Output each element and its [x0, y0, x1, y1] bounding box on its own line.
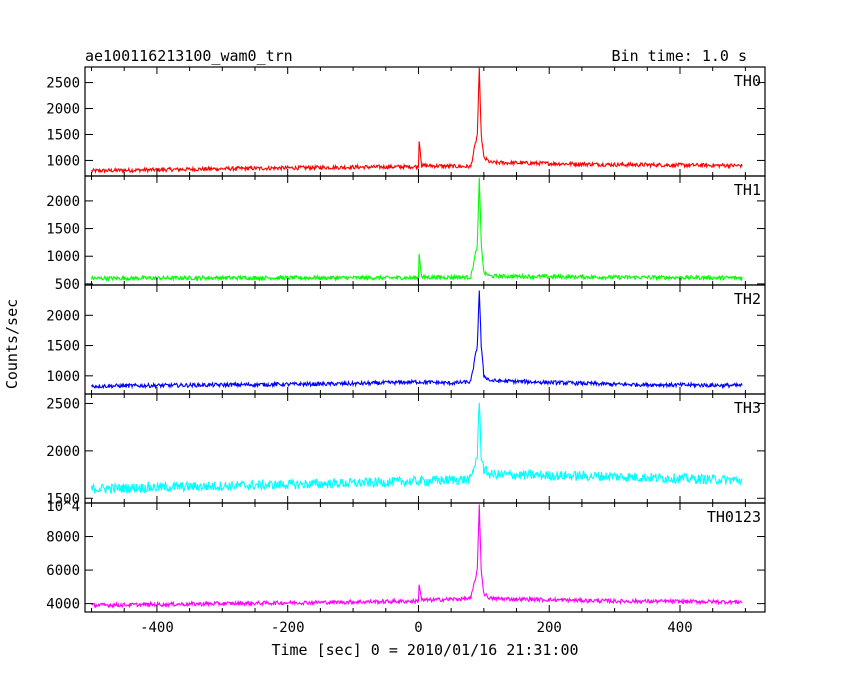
y-tick-label: 1000 — [46, 369, 80, 385]
x-tick-label: -400 — [140, 620, 174, 636]
panel-frame — [84, 284, 766, 395]
panel-frame — [84, 175, 766, 286]
panel-name-th2: TH2 — [734, 290, 761, 308]
panel-name-th3: TH3 — [734, 399, 761, 417]
y-tick-label: 1500 — [46, 127, 80, 143]
y-tick-label: 500 — [55, 277, 80, 293]
x-tick-label: -200 — [271, 620, 305, 636]
panel-th0123: 4000 6000 8000 TH0123 10^4 — [46, 499, 766, 613]
chart-object-name: ae100116213100_wam0_trn — [85, 47, 293, 65]
panel-th1: 500 1000 1500 2000 TH1 — [46, 175, 766, 293]
panel-th2: 1000 1500 2000 TH2 — [46, 284, 766, 395]
series-line-th2 — [91, 290, 743, 390]
panel-frame — [84, 66, 766, 177]
y-tick-label: 6000 — [46, 563, 80, 579]
series-line-th0 — [91, 67, 743, 174]
series-line-th3 — [90, 402, 743, 495]
panel-frame — [84, 502, 766, 613]
x-tick-label: 200 — [537, 620, 562, 636]
y-tick-label: 1500 — [46, 222, 80, 238]
panel-th3: 1500 2000 2500 TH3 — [46, 393, 766, 507]
y-tick-label: 1500 — [46, 491, 80, 507]
panel-name-th0: TH0 — [734, 72, 761, 90]
y-tick-label: 2500 — [46, 76, 80, 92]
x-tick-label: 0 — [414, 620, 422, 636]
y-tick-label: 4000 — [46, 597, 80, 613]
y-tick-exponent: 10^4 — [46, 499, 80, 515]
y-tick-label: 2000 — [46, 308, 80, 324]
series-line-th1 — [90, 177, 743, 282]
y-tick-label: 1000 — [46, 153, 80, 169]
y-tick-label: 1000 — [46, 249, 80, 265]
panel-name-th0123: TH0123 — [707, 508, 761, 526]
y-tick-label: 2500 — [46, 396, 80, 412]
y-tick-label: 8000 — [46, 530, 80, 546]
chart-bin-time: Bin time: 1.0 s — [612, 47, 747, 65]
y-tick-label: 2000 — [46, 102, 80, 118]
y-tick-label: 2000 — [46, 444, 80, 460]
y-tick-label: 1500 — [46, 339, 80, 355]
x-tick-label: 400 — [667, 620, 692, 636]
y-axis-label: Counts/sec — [3, 299, 21, 389]
y-tick-label: 2000 — [46, 194, 80, 210]
panel-name-th1: TH1 — [734, 181, 761, 199]
x-axis-label: Time [sec] 0 = 2010/01/16 21:31:00 — [271, 641, 578, 659]
panel-th0: 1000 1500 2000 2500 TH0 — [46, 66, 766, 177]
series-line-th0123 — [91, 504, 743, 609]
